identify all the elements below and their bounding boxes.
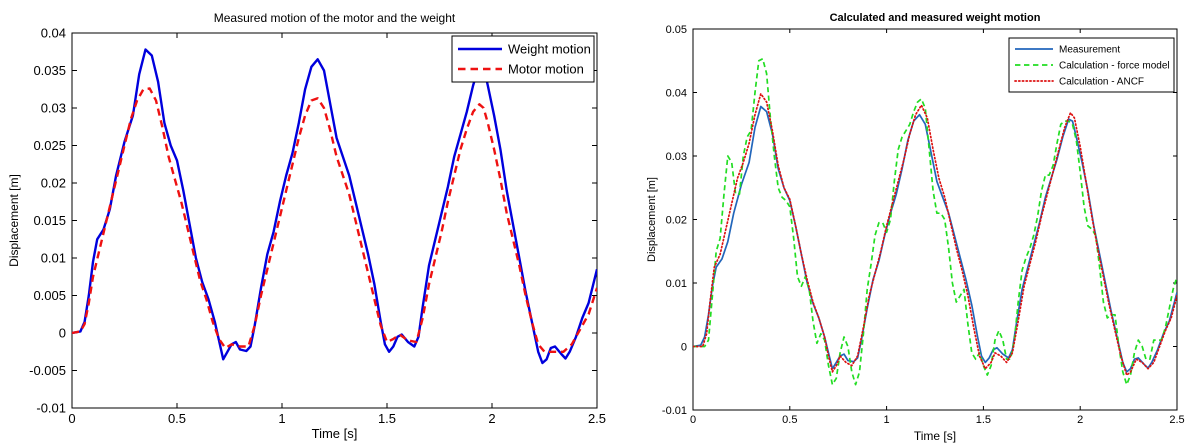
right-chart-legend-label: Calculation - ANCF: [1059, 77, 1144, 88]
right-chart-y-tick-label: 0.03: [666, 151, 687, 163]
right-chart-y-tick-label: 0.02: [666, 214, 687, 226]
left-chart-series-1-line: [72, 48, 597, 365]
right-chart-x-tick-label: 0.5: [782, 414, 797, 426]
right-chart-x-tick-label: 2: [1077, 414, 1083, 426]
right-chart-y-tick-label: 0.05: [666, 24, 687, 36]
left-chart-xlabel: Time [s]: [312, 426, 358, 441]
left-chart-y-tick-label: -0.005: [29, 363, 66, 378]
left-chart-x-tick-label: 1: [278, 411, 285, 426]
left-chart-y-tick-label: 0.01: [41, 251, 66, 266]
left-chart-y-tick-label: 0.02: [41, 176, 66, 191]
right-chart-series-1-line: [693, 105, 1177, 373]
left-chart-x-tick-label: 0: [68, 411, 75, 426]
left-chart-title: Measured motion of the motor and the wei…: [214, 11, 456, 25]
left-chart-y-tick-label: 0.035: [33, 63, 66, 78]
right-chart-title: Calculated and measured weight motion: [830, 12, 1041, 24]
right-chart-legend-label: Measurement: [1059, 45, 1120, 56]
left-chart-y-tick-label: 0.025: [33, 138, 66, 153]
left-chart-x-tick-label: 0.5: [168, 411, 186, 426]
left-chart: Measured motion of the motor and the wei…: [7, 11, 606, 441]
left-chart-legend-label: Weight motion: [508, 42, 591, 57]
left-chart-y-tick-label: 0.04: [41, 26, 66, 41]
left-chart-legend-label: Motor motion: [508, 62, 584, 77]
right-chart-y-tick-label: 0.01: [666, 278, 687, 290]
right-chart-y-tick-label: 0.04: [666, 87, 687, 99]
right-chart-series-2-line: [693, 57, 1177, 386]
right-chart-x-tick-label: 0: [690, 414, 696, 426]
right-chart-series-3-line: [693, 92, 1177, 376]
right-chart-ylabel: Displacement [m]: [646, 177, 658, 262]
right-chart-y-tick-label: 0: [681, 341, 687, 353]
left-chart-x-tick-label: 2: [488, 411, 495, 426]
right-chart-x-tick-label: 1: [884, 414, 890, 426]
left-chart-y-tick-label: 0.015: [33, 213, 66, 228]
right-chart-x-tick-label: 2.5: [1169, 414, 1184, 426]
right-chart: Calculated and measured weight motion Ti…: [646, 12, 1185, 443]
right-chart-y-tick-label: -0.01: [662, 405, 687, 417]
left-chart-x-tick-label: 1.5: [378, 411, 396, 426]
left-chart-series-2-line: [72, 87, 597, 353]
left-chart-legend: [451, 35, 595, 83]
right-chart-xlabel: Time [s]: [914, 429, 956, 443]
right-chart-legend-label: Calculation - force model: [1059, 61, 1170, 72]
left-chart-ylabel: Displacement [m]: [7, 174, 21, 267]
left-chart-y-tick-label: 0: [59, 326, 66, 341]
left-chart-x-tick-label: 2.5: [588, 411, 606, 426]
left-chart-y-tick-label: -0.01: [36, 401, 66, 416]
right-chart-x-tick-label: 1.5: [976, 414, 991, 426]
left-chart-y-tick-label: 0.005: [33, 288, 66, 303]
left-chart-y-tick-label: 0.03: [41, 101, 66, 116]
